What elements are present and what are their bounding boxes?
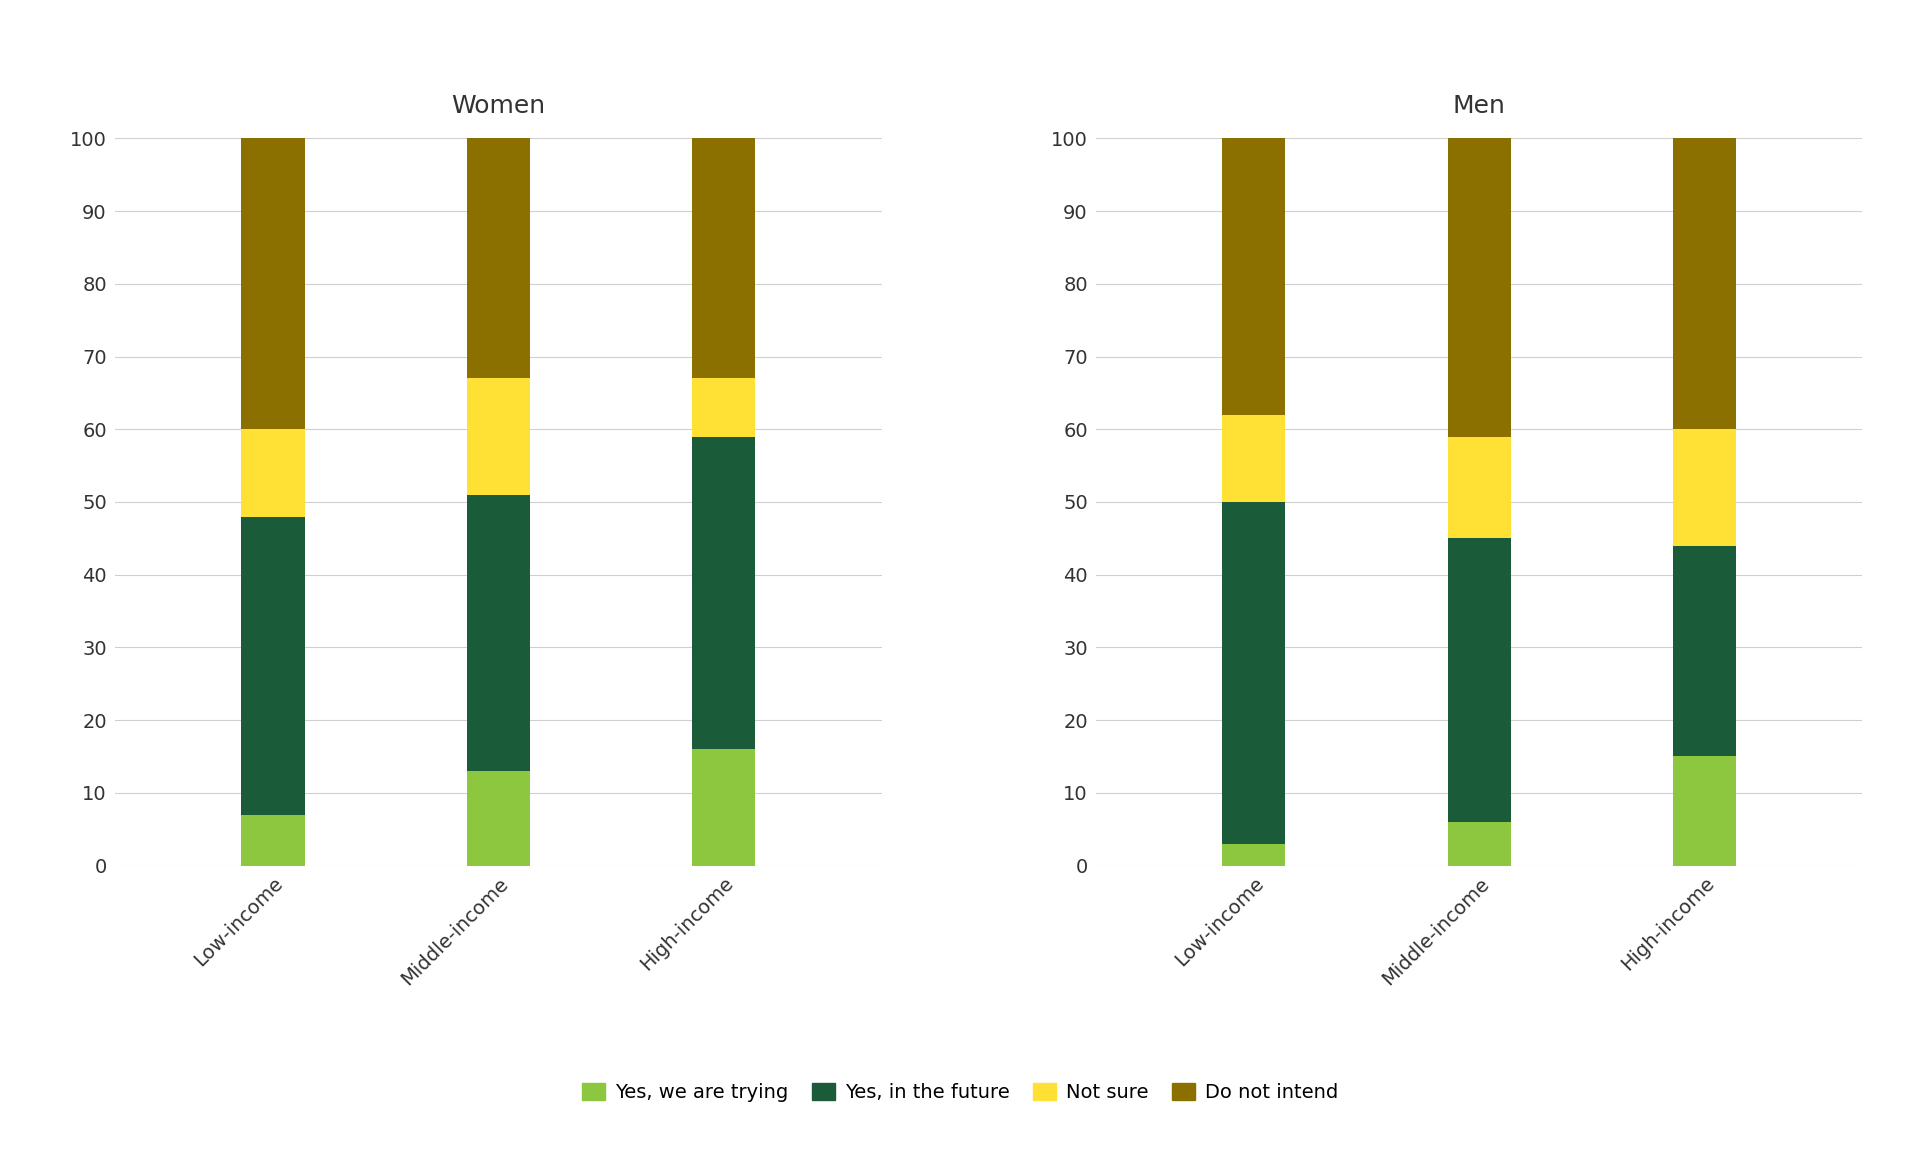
Bar xyxy=(693,379,755,436)
Bar xyxy=(1223,138,1284,414)
Bar xyxy=(242,815,305,866)
Bar xyxy=(467,138,530,379)
Bar xyxy=(1672,757,1736,866)
Bar xyxy=(467,771,530,866)
Bar xyxy=(467,495,530,771)
Bar xyxy=(1223,414,1284,502)
Bar xyxy=(1448,822,1511,866)
Bar xyxy=(242,429,305,517)
Title: Women: Women xyxy=(451,95,545,119)
Bar xyxy=(693,138,755,379)
Bar xyxy=(1448,538,1511,822)
Bar xyxy=(1448,138,1511,436)
Bar xyxy=(1223,502,1284,844)
Legend: Yes, we are trying, Yes, in the future, Not sure, Do not intend: Yes, we are trying, Yes, in the future, … xyxy=(574,1074,1346,1110)
Bar xyxy=(1223,844,1284,866)
Bar xyxy=(1448,436,1511,538)
Bar xyxy=(242,138,305,429)
Bar xyxy=(693,436,755,749)
Bar xyxy=(467,379,530,495)
Bar xyxy=(1672,138,1736,429)
Bar xyxy=(1672,429,1736,546)
Bar xyxy=(242,517,305,815)
Title: Men: Men xyxy=(1453,95,1505,119)
Bar xyxy=(693,749,755,866)
Bar xyxy=(1672,546,1736,757)
